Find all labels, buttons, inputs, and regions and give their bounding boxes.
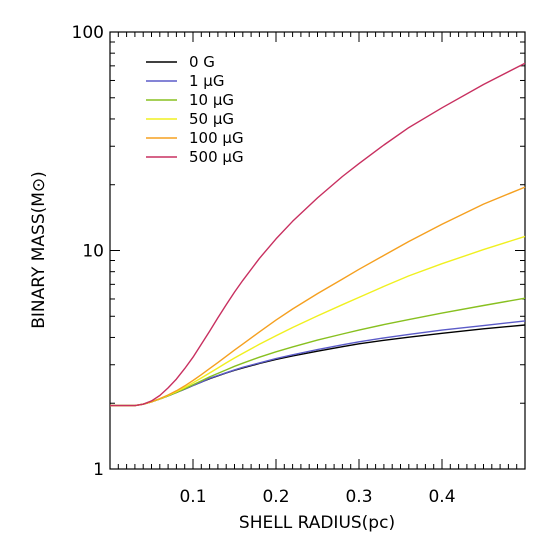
y-axis-title: BINARY MASS(M⊙) [29, 171, 49, 329]
series-lines [110, 62, 526, 407]
legend-label: 500 μG [189, 148, 244, 166]
y-axis: 1 10 100 [72, 23, 525, 480]
x-tick-label: 0.2 [262, 487, 289, 507]
x-tick-label: 0.3 [345, 487, 372, 507]
y-tick-label: 100 [72, 23, 104, 43]
series-line [110, 235, 526, 407]
legend-label: 100 μG [189, 129, 244, 147]
legend-label: 1 μG [189, 72, 224, 90]
y-tick-label: 1 [93, 460, 104, 480]
x-axis-title: SHELL RADIUS(pc) [239, 513, 395, 533]
x-tick-label: 0.4 [428, 487, 455, 507]
legend-label: 50 μG [189, 110, 234, 128]
legend-label: 0 G [189, 53, 215, 71]
series-line [110, 186, 526, 407]
plot-frame [109, 31, 526, 470]
y-tick-label: 10 [82, 242, 104, 262]
x-axis: 0.1 0.2 0.3 0.4 [117, 32, 518, 507]
series-line [110, 62, 526, 407]
legend-label: 10 μG [189, 91, 234, 109]
x-tick-label: 0.1 [179, 487, 206, 507]
